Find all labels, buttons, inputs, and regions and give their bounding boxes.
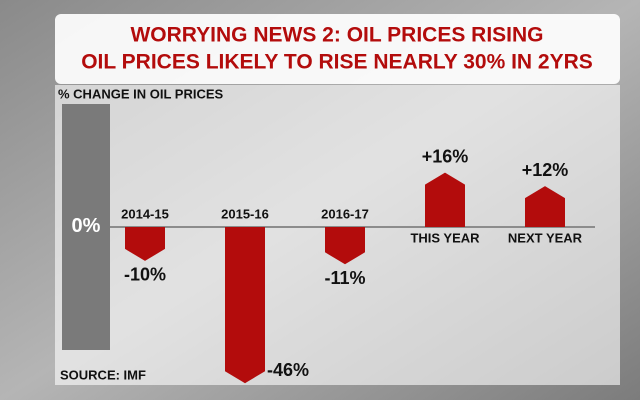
bar: [225, 226, 265, 384]
value-label: +12%: [522, 160, 569, 180]
value-label: -11%: [324, 268, 365, 288]
bar: [125, 226, 165, 261]
bar: [325, 226, 365, 265]
x-tick-label: THIS YEAR: [410, 230, 480, 245]
x-tick-label: 2016-17: [321, 206, 369, 221]
y-axis-label: % CHANGE IN OIL PRICES: [58, 86, 224, 101]
bar: [425, 172, 465, 227]
source: SOURCE: IMF: [60, 367, 146, 382]
chart-subtitle: OIL PRICES LIKELY TO RISE NEARLY 30% IN …: [81, 51, 593, 74]
x-tick-label: 2015-16: [221, 206, 269, 221]
x-tick-label: NEXT YEAR: [508, 230, 583, 245]
y-tick-label: 0%: [72, 215, 101, 237]
x-tick-label: 2014-15: [121, 206, 169, 221]
chart-title: WORRYING NEWS 2: OIL PRICES RISING: [130, 24, 543, 47]
value-label: -46%: [267, 360, 309, 380]
axis-bar: [62, 104, 110, 350]
title-box: [55, 14, 620, 84]
bar: [525, 186, 565, 227]
value-label: +16%: [422, 146, 469, 166]
value-label: -10%: [124, 265, 166, 285]
